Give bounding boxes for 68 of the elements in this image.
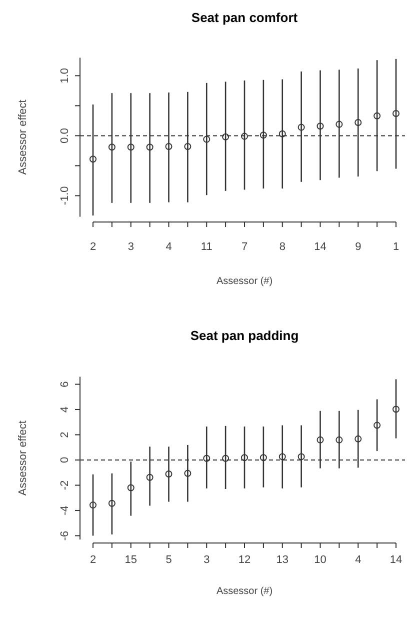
point: [222, 454, 230, 462]
point: [146, 474, 154, 481]
x-tick-label: 1: [392, 241, 400, 253]
point: [392, 406, 400, 413]
point: [241, 132, 248, 140]
point: [203, 454, 210, 462]
point: [298, 124, 305, 131]
point: [184, 470, 192, 477]
y-tick-label: 1.0: [59, 68, 71, 84]
point: [354, 435, 362, 442]
chart-title: Seat pan comfort: [191, 10, 298, 25]
x-tick-label: 15: [124, 554, 137, 566]
x-axis-title: Assessor (#): [216, 586, 273, 597]
point: [241, 454, 248, 462]
point: [127, 484, 134, 492]
chart-title: Seat pan padding: [190, 328, 299, 343]
point: [260, 454, 267, 462]
x-tick-label: 2: [90, 554, 96, 566]
point: [90, 156, 96, 163]
x-tick-label: 3: [204, 554, 210, 566]
y-tick-label: -1.0: [59, 186, 71, 206]
point: [127, 144, 134, 151]
x-tick-label: 8: [279, 241, 286, 253]
point: [90, 502, 96, 509]
x-tick-label: 4: [166, 241, 172, 253]
x-tick-label: 4: [355, 554, 362, 566]
point: [165, 470, 172, 478]
x-tick-label: 2: [90, 241, 96, 253]
point: [165, 143, 172, 150]
point: [260, 132, 267, 139]
y-tick-label: 6: [59, 381, 71, 388]
point: [184, 143, 192, 150]
y-axis-title: Assessor effect: [17, 100, 29, 175]
y-tick-label: -4: [59, 506, 71, 516]
point: [278, 130, 286, 138]
y-tick-label: 0.0: [59, 128, 71, 144]
point: [374, 422, 381, 429]
x-tick-label: 9: [355, 241, 362, 253]
y-tick-label: 4: [59, 406, 71, 413]
point: [108, 500, 116, 507]
y-tick-label: 2: [59, 432, 71, 438]
x-tick-label: 5: [166, 554, 172, 566]
y-tick-label: 0: [59, 456, 71, 464]
point: [392, 110, 400, 117]
x-tick-label: 11: [200, 241, 212, 253]
point: [316, 436, 324, 444]
point: [146, 144, 154, 151]
point: [222, 133, 230, 140]
y-tick-label: -2: [59, 480, 71, 490]
x-tick-label: 7: [241, 241, 248, 253]
x-tick-label: 12: [238, 554, 251, 566]
y-tick-label: -6: [59, 530, 71, 541]
x-tick-label: 14: [314, 241, 326, 253]
x-tick-label: 3: [128, 241, 134, 253]
point: [336, 436, 343, 444]
point: [203, 136, 210, 143]
y-axis-title: Assessor effect: [17, 420, 29, 496]
x-tick-label: 14: [390, 554, 402, 566]
x-tick-label: 13: [276, 554, 288, 566]
point: [316, 122, 324, 130]
point: [108, 144, 116, 151]
point: [278, 453, 286, 460]
x-axis-title: Assessor (#): [216, 276, 273, 287]
point: [374, 112, 381, 120]
point: [354, 119, 362, 126]
point: [298, 453, 305, 460]
point: [336, 120, 343, 128]
x-tick-label: 10: [314, 554, 326, 566]
